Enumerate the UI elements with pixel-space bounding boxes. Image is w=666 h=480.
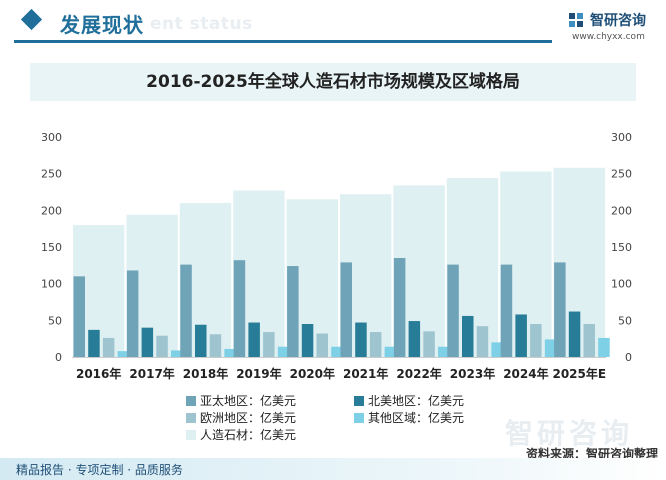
legend-label-north-america: 北美地区：亿美元 (368, 394, 465, 408)
bar-north-america-5 (355, 322, 367, 357)
bar-asia-2 (180, 264, 192, 357)
bar-europe-2 (209, 334, 222, 357)
bar-asia-0 (73, 276, 85, 357)
legend-swatch-other (354, 413, 364, 423)
bar-asia-1 (126, 270, 139, 357)
bar-north-america-2 (195, 324, 207, 357)
section-title: 发展现状 (60, 13, 144, 37)
y-tick-label-right: 200 (611, 204, 632, 217)
legend-item-other: 其他区域：亿美元 (354, 411, 464, 426)
bar-other-9 (598, 337, 610, 357)
x-tick-label: 2017年 (129, 366, 174, 381)
x-tick-label: 2024年 (503, 366, 548, 381)
legend-item-europe: 欧洲地区：亿美元 (186, 411, 296, 426)
bar-north-america-4 (301, 324, 314, 357)
y-tick-label-left: 0 (55, 351, 62, 364)
bar-north-america-8 (515, 314, 527, 357)
bar-asia-4 (287, 266, 299, 357)
legend-item-asia: 亚太地区：亿美元 (186, 394, 296, 409)
y-tick-label-right: 150 (611, 241, 632, 254)
bar-europe-0 (102, 337, 115, 357)
y-tick-label-left: 50 (48, 314, 62, 327)
y-tick-label-right: 300 (611, 131, 632, 144)
bar-asia-7 (447, 264, 459, 357)
x-tick-label: 2018年 (183, 366, 228, 381)
watermark-logo: 智研咨询 (505, 417, 634, 450)
legend-label-other: 其他区域：亿美元 (368, 411, 465, 425)
legend-item-total: 人造石材：亿美元 (186, 428, 296, 443)
section-ghost-text: ent status (150, 14, 253, 34)
y-tick-label-left: 300 (41, 131, 62, 144)
bar-north-america-9 (568, 311, 581, 357)
bar-asia-5 (340, 262, 352, 357)
legend-swatch-europe (186, 413, 196, 423)
footer-bar: 精品报告 · 专项定制 · 品质服务 (0, 458, 666, 480)
y-tick-label-right: 0 (625, 351, 632, 364)
section-header: ent status 发展现状 智研咨询 www.chyxx.com (0, 0, 666, 46)
bar-europe-7 (476, 326, 489, 357)
x-tick-label: 2023年 (450, 366, 495, 381)
logo-url: www.chyxx.com (572, 32, 645, 42)
bar-other-0 (117, 351, 130, 357)
chart-title-band: 2016-2025年全球人造石材市场规模及区域格局 (30, 63, 636, 101)
bar-chart: 0 50 100 150 200 250 300 0 50 100 150 200 250 300 2016… (41, 131, 632, 381)
x-tick-label: 2019年 (236, 366, 281, 381)
brand-logo: 智研咨询 www.chyxx.com (568, 10, 664, 46)
legend-label-europe: 欧洲地区：亿美元 (200, 411, 297, 425)
bar-north-america-0 (88, 329, 100, 357)
chart-title: 2016-2025年全球人造石材市场规模及区域格局 (146, 72, 520, 92)
legend-swatch-north-america (354, 396, 364, 406)
header-rule (14, 40, 552, 43)
logo-name: 智研咨询 (590, 13, 646, 29)
bar-other-8 (544, 339, 557, 357)
y-tick-label-left: 250 (41, 168, 62, 181)
legend-label-total: 人造石材：亿美元 (200, 428, 297, 442)
bar-other-2 (224, 348, 236, 357)
footer-slogan: 精品报告 · 专项定制 · 品质服务 (16, 463, 183, 477)
y-tick-label-right: 250 (611, 168, 632, 181)
diamond-icon (20, 8, 43, 31)
chart-legend: 亚太地区：亿美元 北美地区：亿美元 欧洲地区：亿美元 其他区域：亿美元 人造石材… (186, 394, 526, 444)
bar-europe-1 (156, 335, 168, 357)
y-tick-label-right: 100 (611, 278, 632, 291)
bar-europe-5 (369, 332, 382, 357)
bar-north-america-3 (248, 322, 260, 357)
bar-asia-8 (500, 264, 513, 357)
x-tick-label: 2020年 (290, 366, 335, 381)
bar-other-6 (438, 346, 450, 357)
y-tick-label-left: 200 (41, 204, 62, 217)
bar-europe-8 (530, 324, 542, 357)
bar-other-7 (491, 342, 503, 357)
bar-asia-6 (393, 258, 406, 357)
bar-europe-9 (583, 324, 595, 357)
legend-label-asia: 亚太地区：亿美元 (200, 394, 297, 408)
bar-other-4 (331, 346, 343, 357)
x-tick-label: 2021年 (343, 366, 388, 381)
bar-europe-4 (316, 333, 328, 357)
bar-north-america-6 (408, 321, 421, 357)
x-tick-label: 2016年 (76, 366, 121, 381)
legend-swatch-total (186, 430, 196, 440)
bar-other-1 (171, 350, 183, 357)
y-tick-label-left: 100 (41, 278, 62, 291)
bar-north-america-1 (141, 327, 154, 357)
x-tick-label: 2022年 (396, 366, 441, 381)
y-tick-label-left: 150 (41, 241, 62, 254)
legend-item-north-america: 北美地区：亿美元 (354, 394, 464, 409)
logo-mark-icon (569, 13, 583, 27)
bar-north-america-7 (462, 315, 474, 357)
bar-europe-6 (423, 331, 435, 357)
x-tick-label: 2025年E (552, 366, 606, 381)
bar-asia-9 (554, 262, 566, 357)
bar-europe-3 (263, 332, 275, 357)
bar-other-5 (384, 346, 397, 357)
source-note: 资料来源：智研咨询整理 (525, 447, 658, 461)
legend-swatch-asia (186, 396, 196, 406)
bar-asia-3 (233, 260, 246, 357)
y-tick-label-right: 50 (618, 314, 632, 327)
bar-other-3 (277, 346, 290, 357)
